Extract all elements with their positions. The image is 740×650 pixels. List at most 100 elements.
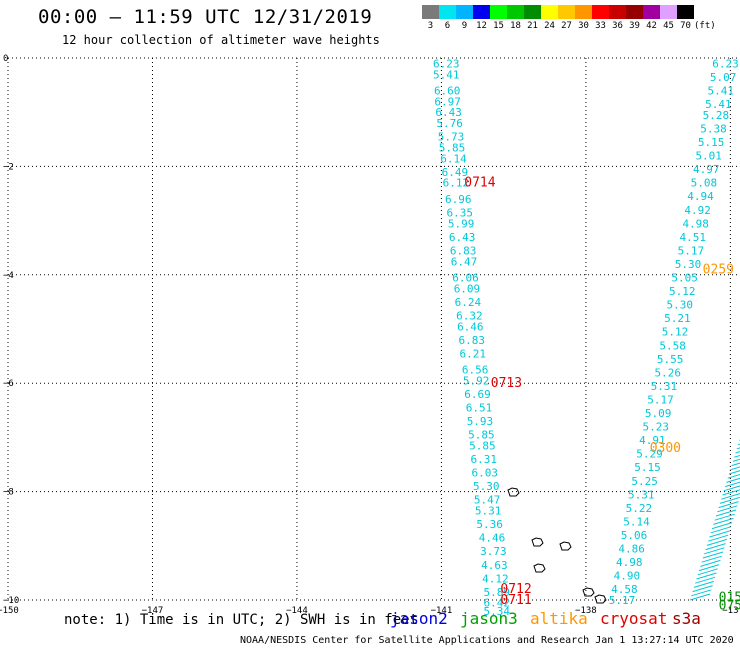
swh-value-label: 6.83 <box>450 244 477 257</box>
swh-value-label: 6.23 <box>712 57 739 70</box>
legend-swatch <box>592 5 609 19</box>
dense-track-stroke <box>691 589 712 597</box>
swh-value-label: 5.17 <box>678 244 705 257</box>
dense-track-stroke <box>732 458 740 462</box>
y-tick-label: −6 <box>3 379 14 389</box>
x-tick-label: −150 <box>0 606 19 616</box>
legend-label: 39 <box>629 21 640 31</box>
legend-swatch <box>643 5 660 19</box>
satellite-label-cryosat: cryosat <box>600 609 668 628</box>
legend-swatch <box>490 5 507 19</box>
swh-value-label: 6.06 <box>452 272 479 285</box>
swh-value-label: 5.31 <box>475 505 502 518</box>
pass-time-label: 015 <box>719 590 740 605</box>
island-outline <box>507 487 520 497</box>
x-tick-label: −147 <box>142 606 164 616</box>
swh-value-label: 5.41 <box>433 68 460 81</box>
swh-value-label: 5.31 <box>628 488 655 501</box>
legend-label: 70 <box>680 21 691 31</box>
swh-value-label: 4.90 <box>614 570 641 583</box>
dense-track-stroke <box>706 538 728 546</box>
legend-swatch <box>473 5 490 19</box>
dense-track-stroke <box>711 522 733 530</box>
swh-value-label: 5.85 <box>468 429 495 442</box>
legend-swatch <box>677 5 694 19</box>
swh-value-label: 4.51 <box>680 231 707 244</box>
dense-track-stroke <box>709 530 730 538</box>
swh-value-label: 6.56 <box>462 364 489 377</box>
legend-label: 18 <box>510 21 521 31</box>
x-tick-label: −141 <box>431 606 453 616</box>
dense-track-stroke <box>723 485 740 492</box>
swh-value-label: 4.97 <box>693 163 720 176</box>
dense-track-stroke <box>693 580 715 588</box>
dense-track-stroke <box>717 505 738 513</box>
satellite-label-altika: altika <box>530 609 588 628</box>
swh-value-label: 6.14 <box>440 152 467 165</box>
swh-value-label: 4.12 <box>482 572 509 585</box>
swh-value-label: 5.89 <box>484 586 511 599</box>
island-outline <box>531 537 544 547</box>
island-outline <box>533 563 546 573</box>
swh-value-label: 4.98 <box>682 217 709 230</box>
swh-value-label: 5.47 <box>474 494 501 507</box>
swh-value-label: 5.41 <box>705 98 732 111</box>
swh-value-label: 6.43 <box>435 106 462 119</box>
y-tick-label: 0 <box>3 54 8 64</box>
dense-track-stroke <box>710 526 731 534</box>
legend-label: 45 <box>663 21 674 31</box>
swh-value-label: 4.58 <box>611 583 638 596</box>
legend-swatch <box>422 5 439 19</box>
swh-value-label: 5.17 <box>647 393 674 406</box>
satellite-label-s3a: s3a <box>672 609 701 628</box>
swh-value-label: 5.05 <box>671 272 698 285</box>
pass-time-label: 0711 <box>500 593 531 608</box>
pass-time-label: 0713 <box>491 376 522 391</box>
dense-track-stroke <box>700 559 721 567</box>
legend-unit: (ft) <box>694 21 716 31</box>
pass-time-label: 0300 <box>650 441 681 456</box>
swh-value-label: 5.31 <box>651 380 678 393</box>
swh-value-label: 5.38 <box>700 122 727 135</box>
legend-label: 6 <box>444 21 451 31</box>
swh-value-label: 5.01 <box>695 150 722 163</box>
legend-label: 9 <box>461 21 468 31</box>
legend-label: 42 <box>646 21 657 31</box>
swh-value-label: 6.97 <box>434 95 461 108</box>
swh-value-label: 5.08 <box>691 177 718 190</box>
dense-track-stroke <box>727 473 740 479</box>
legend-swatch <box>439 5 456 19</box>
legend-label: 15 <box>493 21 504 31</box>
swh-value-label: 3.73 <box>480 545 507 558</box>
dense-track-stroke <box>724 481 740 488</box>
swh-value-label: 5.41 <box>707 85 734 98</box>
swh-value-label: 5.58 <box>659 339 686 352</box>
legend-swatch <box>558 5 575 19</box>
dense-track-stroke <box>735 451 740 454</box>
dense-track-stroke <box>702 551 724 559</box>
dense-track-stroke <box>697 568 718 576</box>
swh-value-label: 6.43 <box>449 231 476 244</box>
swh-value-label: 4.98 <box>616 556 643 569</box>
footer-note: note: 1) Time is in UTC; 2) SWH is in fe… <box>64 612 419 628</box>
dense-track-stroke <box>719 496 740 504</box>
swh-value-label: 5.06 <box>621 529 648 542</box>
dense-track-stroke <box>721 493 740 500</box>
swh-value-label: 5.99 <box>448 217 475 230</box>
swh-value-label: 6.96 <box>445 193 472 206</box>
swh-value-label: 5.73 <box>438 131 465 144</box>
legend-swatch <box>541 5 558 19</box>
pass-time-label: 0714 <box>464 176 495 191</box>
satellite-label-jason2: jason2 <box>390 609 448 628</box>
map-subtitle: 12 hour collection of altimeter wave hei… <box>62 33 380 47</box>
pass-time-label: 0712 <box>500 582 531 597</box>
swh-value-label: 5.15 <box>634 461 661 474</box>
swh-value-label: 4.92 <box>684 204 711 217</box>
dense-track-stroke <box>728 470 740 475</box>
swh-value-label: 5.34 <box>484 605 511 618</box>
legend-label: 12 <box>476 21 487 31</box>
map-title: 00:00 – 11:59 UTC 12/31/2019 <box>38 6 373 28</box>
swh-value-label: 6.51 <box>466 402 493 415</box>
island-outline <box>559 541 572 551</box>
swh-value-label: 5.76 <box>436 117 463 130</box>
